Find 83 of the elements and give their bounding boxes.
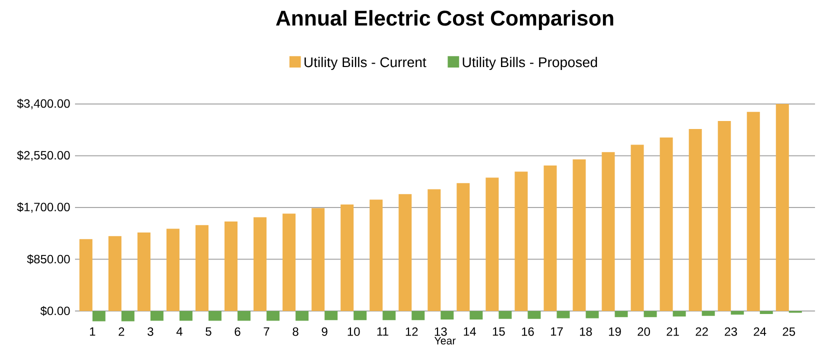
legend-label: Utility Bills - Current: [304, 56, 426, 70]
bar: [644, 310, 657, 318]
bar: [370, 200, 383, 311]
bar: [602, 152, 615, 311]
bar: [718, 121, 731, 311]
bar: [179, 310, 192, 321]
bar: [166, 228, 180, 311]
bar: [630, 144, 644, 311]
bar: [456, 183, 470, 311]
x-tick-label: 2: [118, 327, 124, 336]
bar: [238, 310, 251, 321]
y-tick-label: $3,400.00: [17, 98, 70, 110]
bar: [556, 310, 570, 318]
x-tick-label: 13: [434, 327, 447, 336]
bar: [730, 310, 744, 315]
bar: [470, 310, 483, 320]
x-tick-label: 9: [322, 327, 328, 336]
x-tick-label: 11: [377, 327, 388, 336]
x-tick-label: 19: [609, 327, 621, 336]
bar: [282, 214, 296, 311]
x-tick-label: 4: [176, 327, 182, 336]
bar: [528, 310, 541, 319]
x-tick-label: 8: [292, 327, 298, 336]
legend-label: Utility Bills - Proposed: [462, 56, 597, 70]
bar: [514, 172, 528, 311]
y-tick-label: $0.00: [40, 306, 70, 316]
bar: [440, 310, 454, 320]
bar: [340, 204, 354, 311]
x-tick-label: 12: [406, 327, 418, 336]
bar: [660, 137, 673, 311]
chart-title: Annual Electric Cost Comparison: [276, 10, 614, 30]
bar: [92, 310, 106, 322]
bar: [672, 310, 686, 316]
bar: [688, 128, 702, 311]
y-tick-label: $850.00: [27, 254, 70, 264]
x-tick-label: 17: [550, 327, 563, 336]
x-tick-label: 16: [522, 327, 534, 336]
bar: [108, 236, 122, 311]
x-axis-title: Year: [434, 337, 456, 344]
x-tick-label: 1: [90, 327, 96, 336]
bar: [254, 217, 267, 311]
bar: [312, 208, 325, 311]
x-tick-label: 23: [724, 327, 737, 336]
bar: [121, 310, 134, 322]
bar: [79, 239, 92, 311]
x-tick-label: 20: [638, 327, 650, 336]
bar: [702, 310, 715, 316]
bar: [398, 194, 412, 311]
x-tick-label: 3: [148, 327, 154, 336]
bar: [324, 310, 338, 320]
x-tick-label: 7: [264, 327, 270, 336]
bar: [137, 232, 150, 311]
bar: [746, 112, 760, 311]
bar: [776, 104, 789, 311]
x-tick-label: 5: [206, 327, 212, 336]
x-tick-label: 18: [580, 327, 592, 336]
bar: [224, 221, 238, 311]
bar: [486, 178, 499, 311]
bar: [498, 310, 512, 319]
bar: [382, 310, 396, 320]
x-tick-label: 15: [492, 327, 505, 336]
x-tick-label: 22: [696, 327, 708, 336]
bar: [266, 310, 280, 321]
bar: [412, 310, 425, 320]
y-tick-label: $2,550.00: [17, 150, 70, 161]
bar: [354, 310, 367, 320]
x-tick-label: 10: [348, 327, 360, 336]
bar: [614, 310, 628, 318]
x-tick-label: 24: [754, 327, 766, 336]
bar: [195, 225, 208, 311]
x-tick-label: 21: [666, 327, 679, 336]
bar: [428, 189, 441, 311]
bar: [572, 159, 586, 311]
x-tick-label: 25: [782, 327, 796, 336]
bar: [544, 165, 557, 311]
bar: [586, 310, 599, 318]
bar: [208, 310, 222, 321]
x-tick-label: 14: [464, 327, 476, 336]
bar: [150, 310, 164, 321]
y-tick-label: $1,700.00: [17, 202, 70, 213]
bar: [760, 310, 773, 314]
bar: [296, 310, 309, 321]
x-tick-label: 6: [234, 327, 240, 336]
